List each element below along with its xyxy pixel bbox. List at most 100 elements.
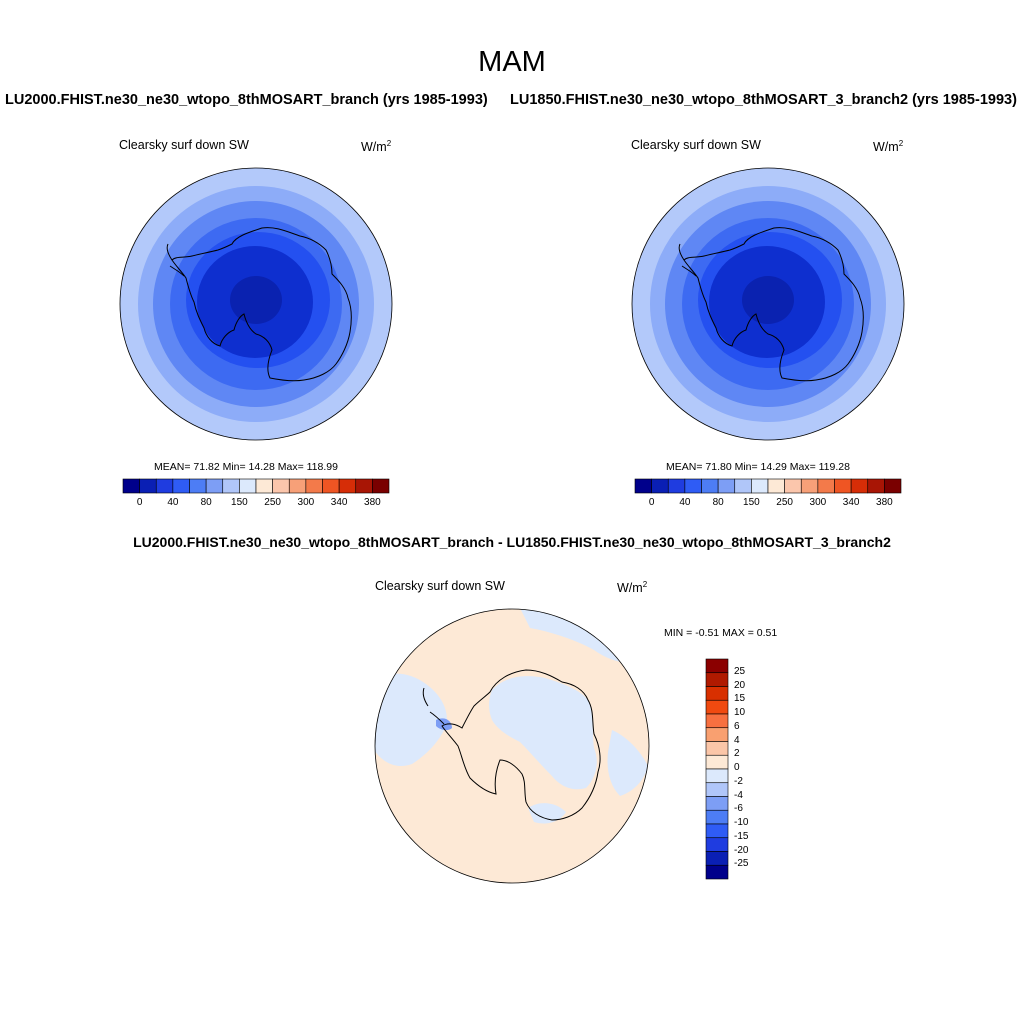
difference-colorbar-tick-label: 6 (734, 720, 740, 732)
panel2-ring-4 (682, 218, 854, 390)
panel2-colorbar-box (701, 478, 719, 494)
difference-antarctica-coastline (441, 669, 601, 821)
difference-colorbar-tick-label: -25 (734, 858, 749, 870)
panel1-colorbar-tick-label: 80 (200, 497, 212, 508)
panel1-colorbar-tick-label: 300 (297, 497, 315, 508)
difference-positive-area (375, 609, 649, 883)
panel2-peninsula (678, 243, 697, 277)
difference-colorbar-box (705, 658, 729, 674)
difference-colorbar-box (705, 837, 729, 852)
panel1-ring-7 (230, 276, 282, 324)
panel2-colorbar-box (850, 478, 869, 494)
difference-colorbar-box (705, 809, 729, 825)
panel1-ring-1 (120, 168, 392, 440)
difference-negative-area-1 (489, 676, 597, 790)
difference-map (374, 608, 650, 884)
difference-colorbar-box (705, 864, 729, 880)
panel1-units-text: W/m (361, 140, 387, 155)
panel1-ring-2 (138, 186, 374, 422)
panel1-map (119, 167, 393, 441)
panel1-colorbar-box (288, 478, 307, 494)
panel2-colorbar-tick-label: 300 (809, 497, 827, 508)
panel1-colorbar-box (322, 478, 340, 494)
panel2-ring-7 (742, 276, 794, 324)
panel2-ring-6 (709, 246, 825, 358)
difference-colorbar (705, 658, 729, 880)
difference-map-border (374, 608, 650, 884)
panel1-stats: MEAN= 71.82 Min= 14.28 Max= 118.99 (154, 461, 338, 473)
panel1-colorbar-tick-label: 340 (330, 497, 348, 508)
panel1-colorbar-tick-label: 0 (136, 497, 143, 508)
difference-colorbar-box (705, 823, 729, 839)
panel1-map-border (119, 167, 393, 441)
difference-colorbar-tick-label: 4 (734, 734, 740, 746)
difference-colorbar-box (705, 727, 729, 742)
panel1-ring-4 (170, 218, 342, 390)
panel2-colorbar-tick-label: 80 (712, 497, 724, 508)
panel2-colorbar-box (751, 478, 769, 494)
panel1-colorbar-box (255, 478, 273, 494)
difference-colorbar-tick-label: 10 (734, 707, 746, 718)
panel2-colorbar-tick-label: 0 (648, 497, 655, 508)
difference-negative-area-2 (375, 673, 447, 767)
difference-title: LU2000.FHIST.ne30_ne30_wtopo_8thMOSART_b… (133, 534, 891, 550)
panel2-colorbar-tick-label: 250 (776, 497, 793, 508)
difference-colorbar-box (705, 713, 729, 729)
difference-colorbar-box (705, 782, 729, 797)
difference-colorbar-box (705, 686, 729, 701)
difference-colorbar-box (705, 741, 729, 756)
panel1-colorbar-box (305, 478, 323, 494)
panel2-rings (632, 168, 904, 440)
panel2-units-text: W/m (873, 140, 899, 155)
panel1-colorbar-box (372, 478, 390, 494)
panel2-map (631, 167, 905, 441)
difference-colorbar-box (705, 768, 729, 784)
panel2-stats: MEAN= 71.80 Min= 14.29 Max= 119.28 (666, 461, 850, 473)
panel2-antarctica-coastline (683, 227, 864, 382)
difference-peninsula (422, 687, 445, 725)
figure-title: MAM (478, 46, 546, 78)
panel1-colorbar-tick-label: 380 (364, 497, 381, 508)
panel2-colorbar-box (884, 478, 902, 494)
difference-colorbar-box (705, 672, 729, 687)
difference-negative-area-5 (528, 803, 566, 824)
difference-colorbar-tick-label: 20 (734, 679, 746, 691)
difference-units-text: W/m (617, 581, 643, 596)
panel2-map-border (631, 167, 905, 441)
panel1-ring-6 (197, 246, 313, 358)
panel1-units: W/m2 (361, 139, 391, 154)
panel1-peninsula (166, 243, 185, 277)
panel2-colorbar-box (717, 478, 736, 494)
panel1-colorbar-box (239, 478, 257, 494)
difference-minmax: MIN = -0.51 MAX = 0.51 (664, 627, 778, 639)
panel2-colorbar-box (867, 478, 885, 494)
panel1-colorbar-tick-label: 250 (264, 497, 281, 508)
panel1-colorbar-tick-label: 40 (167, 497, 179, 508)
panel2-colorbar-tick-label: 340 (842, 497, 860, 508)
difference-colorbar-tick-label: 2 (734, 748, 740, 760)
difference-colorbar-tick-label: 0 (734, 762, 740, 773)
difference-colorbar-tick-label: 25 (734, 665, 746, 677)
difference-negative-area-3 (520, 609, 636, 663)
difference-colorbar-box (705, 699, 729, 715)
panel2-ring-5 (698, 232, 842, 368)
difference-units-sup: 2 (642, 580, 648, 589)
panel2-colorbar-box (684, 478, 702, 494)
panel2-colorbar-box (834, 478, 852, 494)
difference-colorbar-box (705, 796, 729, 811)
difference-colorbar-box (705, 851, 729, 866)
panel2-case-title: LU1850.FHIST.ne30_ne30_wtopo_8thMOSART_3… (510, 92, 1017, 108)
panel2-colorbar-box (651, 478, 669, 494)
difference-colorbar-tick-label: 15 (734, 693, 746, 705)
difference-colorbar-tick-label: -6 (734, 803, 743, 815)
difference-colorbar-tick-label: -20 (734, 844, 749, 856)
panel2-ring-1 (632, 168, 904, 440)
panel2-units: W/m2 (873, 139, 903, 154)
difference-colorbar-tick-label: -4 (734, 789, 743, 801)
panel1-colorbar-box (155, 478, 174, 494)
panel1-antarctica-coastline (171, 227, 352, 382)
panel1-colorbar (122, 478, 390, 494)
difference-fill (375, 609, 649, 883)
panel1-colorbar-box (355, 478, 373, 494)
